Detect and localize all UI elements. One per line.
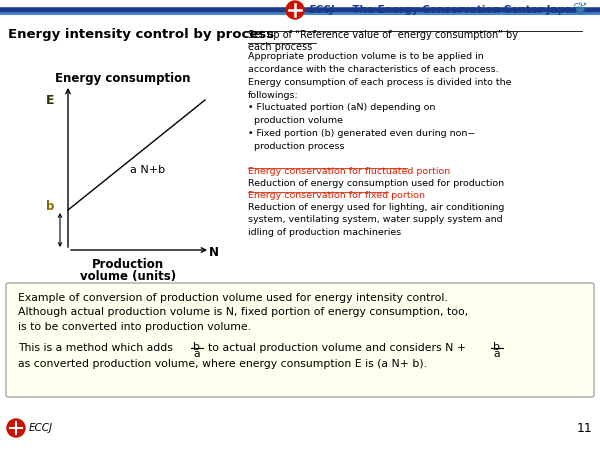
Text: ECCJ: ECCJ bbox=[309, 5, 335, 15]
Text: Reduction of energy used for lighting, air conditioning
system, ventilating syst: Reduction of energy used for lighting, a… bbox=[248, 203, 505, 237]
Text: Example of conversion of production volume used for energy intensity control.
Al: Example of conversion of production volu… bbox=[18, 293, 468, 332]
Text: a: a bbox=[194, 349, 200, 359]
Text: Reduction of energy consumption used for production: Reduction of energy consumption used for… bbox=[248, 179, 504, 188]
Text: a N+b: a N+b bbox=[130, 165, 166, 175]
Text: Energy conservation for fixed portion: Energy conservation for fixed portion bbox=[248, 191, 425, 200]
FancyBboxPatch shape bbox=[6, 283, 594, 397]
Text: Set up of “Reference value of  energy consumption” by: Set up of “Reference value of energy con… bbox=[248, 30, 518, 40]
Text: b: b bbox=[193, 342, 200, 352]
Circle shape bbox=[7, 419, 25, 437]
Text: ECCJ: ECCJ bbox=[29, 423, 53, 433]
Text: E: E bbox=[46, 94, 54, 107]
Text: 11: 11 bbox=[576, 422, 592, 435]
Text: Energy intensity control by process: Energy intensity control by process bbox=[8, 28, 274, 41]
Text: b: b bbox=[493, 342, 500, 352]
Text: Production: Production bbox=[92, 258, 164, 271]
Text: N: N bbox=[209, 246, 219, 259]
Text: The Energy Conservation Center Japan: The Energy Conservation Center Japan bbox=[345, 5, 580, 15]
Text: Appropriate production volume is to be applied in
accordance with the characteri: Appropriate production volume is to be a… bbox=[248, 52, 511, 151]
Text: volume (units): volume (units) bbox=[80, 270, 176, 283]
Text: This is a method which adds: This is a method which adds bbox=[18, 343, 173, 353]
Text: ❦: ❦ bbox=[572, 1, 587, 19]
Text: Energy consumption: Energy consumption bbox=[55, 72, 191, 85]
Text: as converted production volume, where energy consumption E is (a N+ b).: as converted production volume, where en… bbox=[18, 359, 427, 369]
Text: a: a bbox=[494, 349, 500, 359]
Text: to actual production volume and considers N +: to actual production volume and consider… bbox=[208, 343, 466, 353]
Text: b: b bbox=[46, 201, 54, 213]
Text: each process: each process bbox=[248, 42, 312, 52]
Text: Energy conservation for fluctuated portion: Energy conservation for fluctuated porti… bbox=[248, 167, 450, 176]
Circle shape bbox=[286, 1, 304, 19]
